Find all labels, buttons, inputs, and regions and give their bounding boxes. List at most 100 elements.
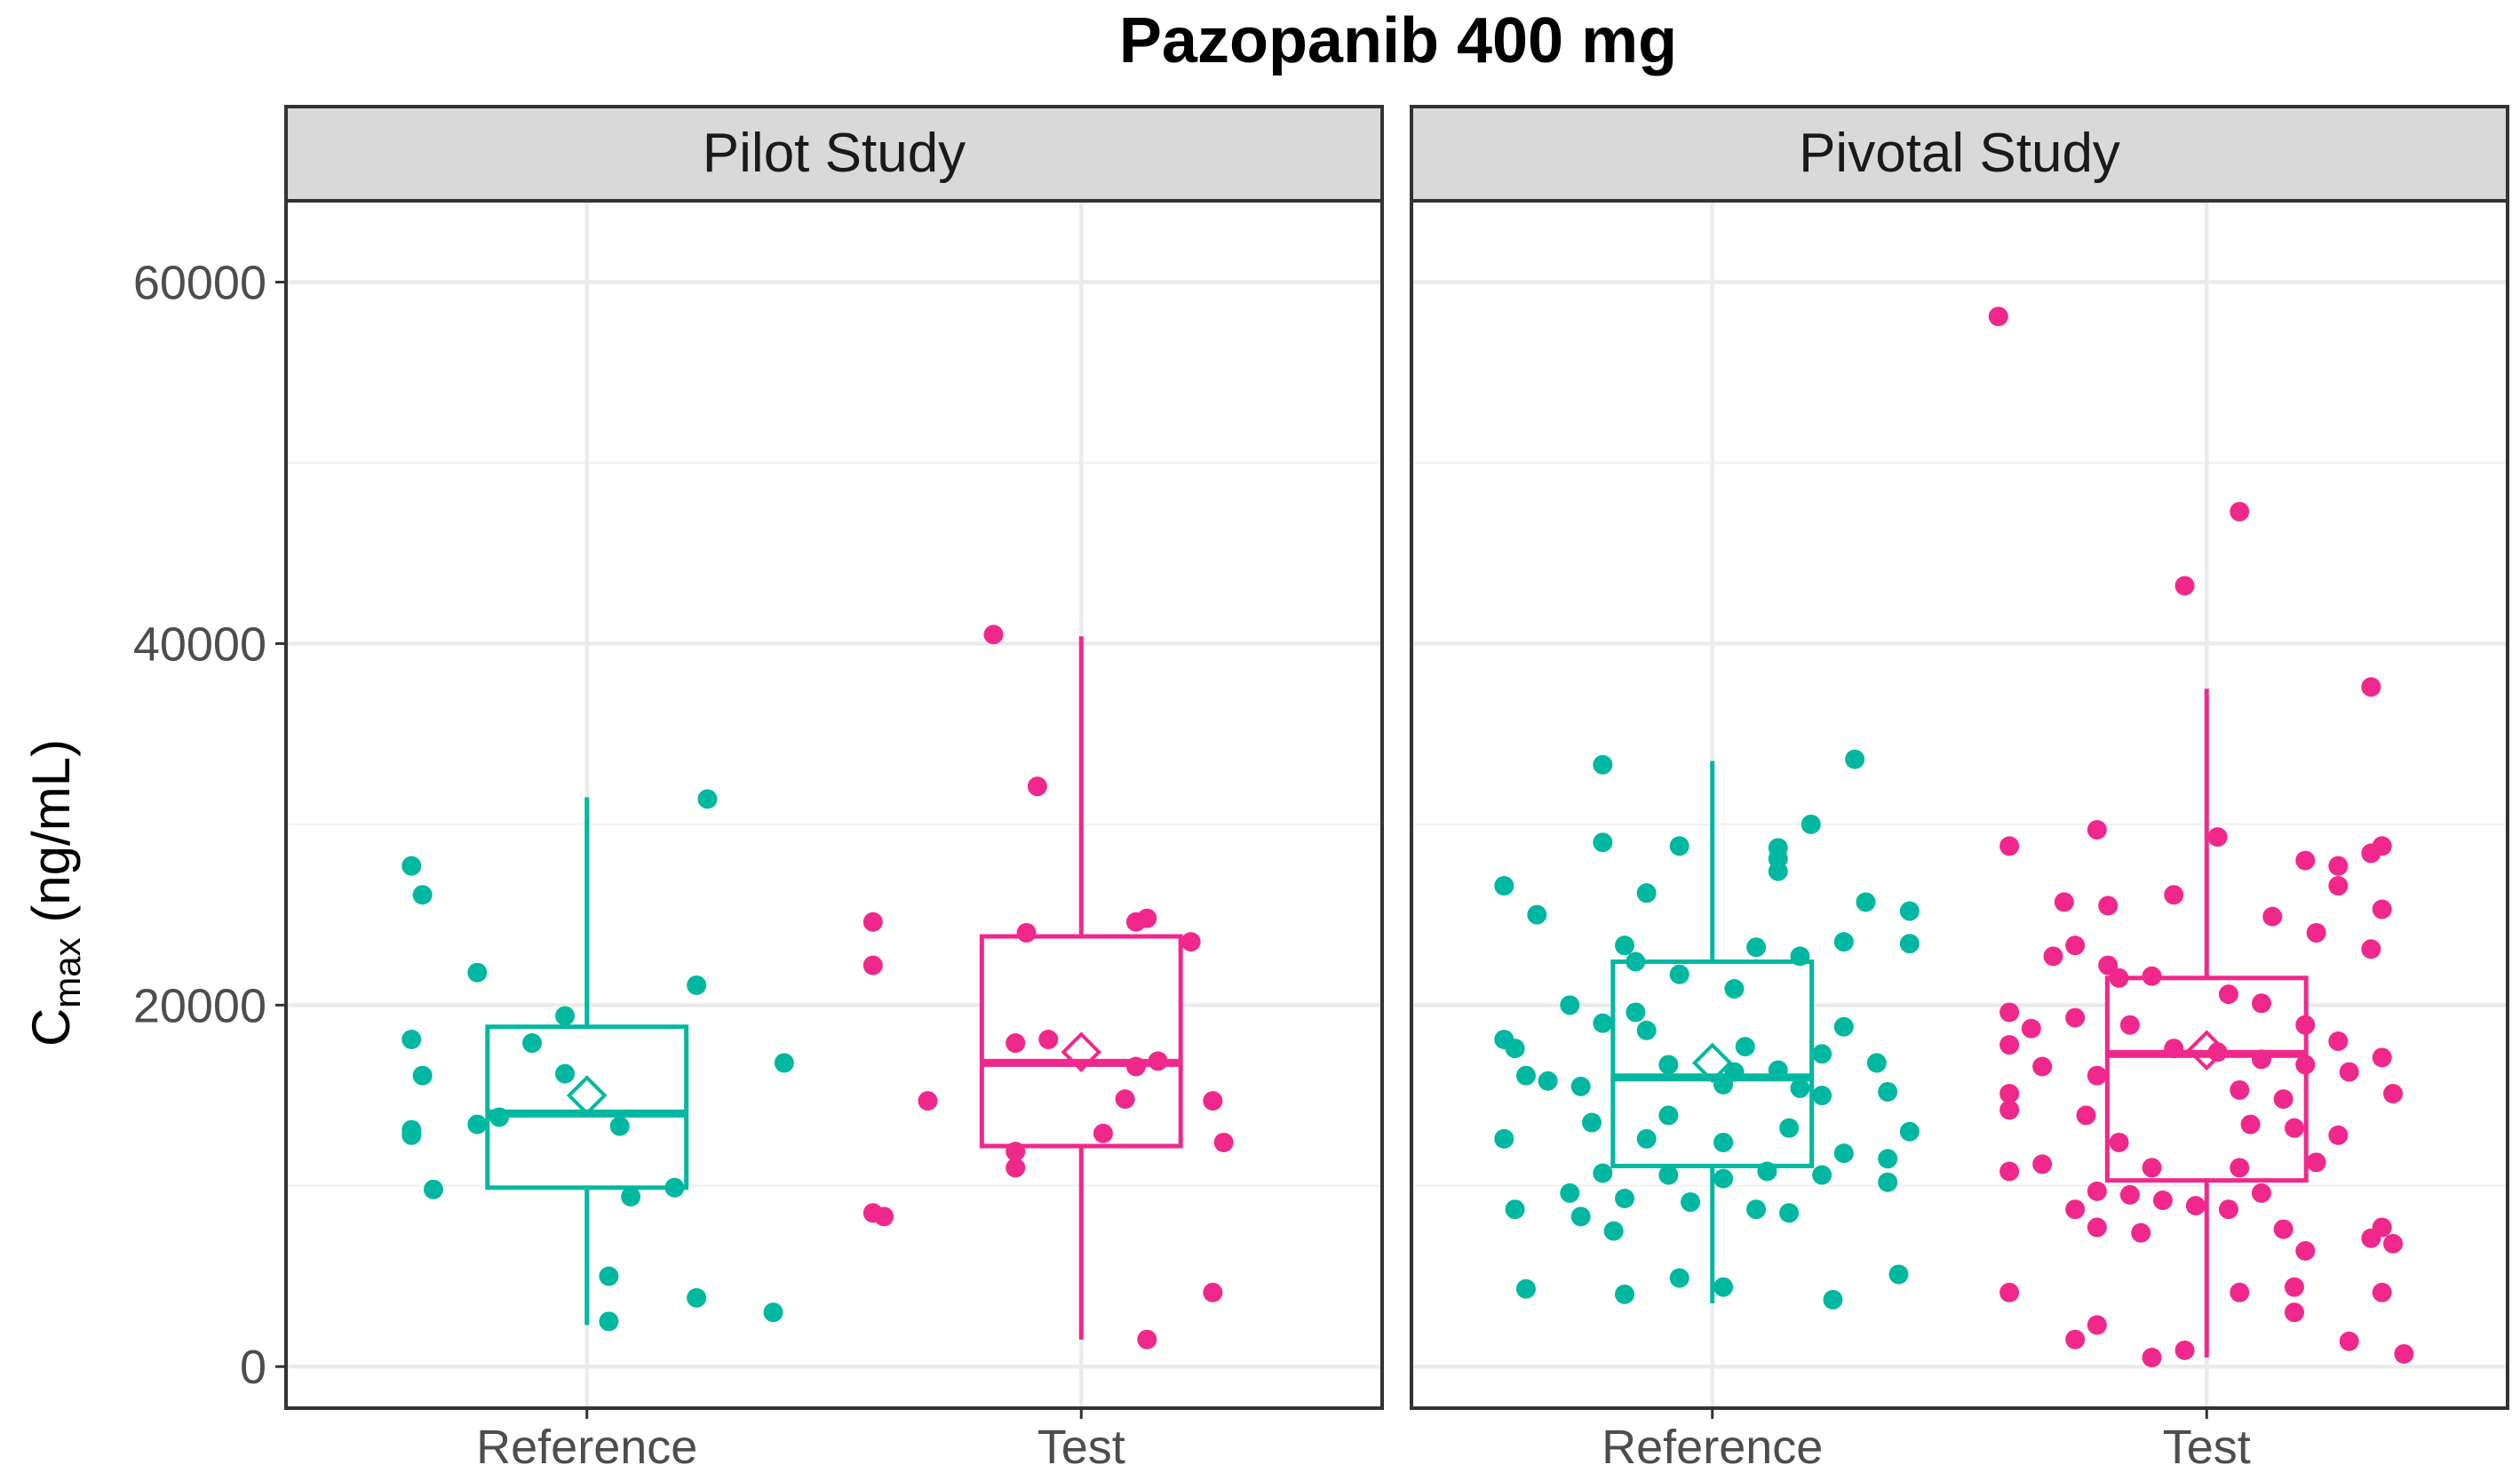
data-point xyxy=(1213,1132,1234,1152)
data-point xyxy=(1515,1065,1536,1086)
data-point xyxy=(2054,892,2074,912)
chart-title: Pazopanib 400 mg xyxy=(1119,5,1677,76)
data-point xyxy=(1593,1013,1613,1033)
data-point xyxy=(2119,1184,2140,1205)
data-point xyxy=(412,885,433,905)
data-point xyxy=(1593,832,1613,853)
data-point xyxy=(1505,1199,1525,1220)
y-axis-title-rest: (ng/mL) xyxy=(21,739,81,937)
data-point xyxy=(2251,1049,2271,1070)
panel-background xyxy=(1411,201,2508,1408)
data-point xyxy=(1724,979,1745,999)
data-point xyxy=(2361,939,2381,959)
data-point xyxy=(1779,1203,1800,1223)
data-point xyxy=(1724,1062,1745,1082)
data-point xyxy=(2087,819,2107,840)
data-point xyxy=(774,1053,794,1073)
data-point xyxy=(1988,307,2008,327)
panel-1: Pivotal Study Reference Test xyxy=(1410,105,2509,1474)
data-point xyxy=(2109,967,2129,988)
data-point xyxy=(1560,995,1580,1015)
data-point xyxy=(1027,776,1047,797)
data-point xyxy=(621,1186,641,1206)
data-point xyxy=(2230,1282,2250,1302)
y-tick-label: 40000 xyxy=(133,617,266,671)
data-point xyxy=(1833,932,1854,952)
data-point xyxy=(2295,1241,2316,1262)
data-point xyxy=(1746,1199,1767,1220)
data-point xyxy=(2284,1118,2304,1138)
data-point xyxy=(2043,946,2063,967)
panels: Pilot Study Reference Test Pivotal Study Ref… xyxy=(284,105,2509,1474)
data-point xyxy=(1999,1100,2020,1120)
data-point xyxy=(401,1125,422,1145)
data-point xyxy=(2087,1217,2107,1238)
box xyxy=(2104,975,2309,1183)
data-point xyxy=(1669,1268,1689,1288)
data-point xyxy=(1538,1071,1558,1091)
data-point xyxy=(2087,1065,2107,1086)
x-tick-label: Reference xyxy=(476,1421,697,1474)
data-point xyxy=(1735,1037,1755,1057)
data-point xyxy=(2032,1154,2053,1174)
data-point xyxy=(1626,952,1646,972)
data-point xyxy=(2328,876,2349,896)
facet-strip xyxy=(1410,105,2509,203)
data-point xyxy=(1669,964,1689,984)
x-tick-label: Test xyxy=(2163,1421,2251,1474)
data-point xyxy=(2065,936,2086,956)
data-point xyxy=(1833,1143,1854,1164)
y-tick-label: 0 xyxy=(240,1341,266,1394)
data-point xyxy=(1713,1277,1734,1297)
data-point xyxy=(1768,861,1788,881)
data-point xyxy=(2230,501,2250,522)
data-point xyxy=(2328,1125,2349,1145)
data-point xyxy=(2361,677,2381,697)
data-point xyxy=(1125,912,1146,932)
data-point xyxy=(697,789,718,809)
data-point xyxy=(983,625,1004,645)
panel-0: Pilot Study Reference Test xyxy=(284,105,1384,1474)
data-point xyxy=(2230,1158,2250,1178)
data-point xyxy=(687,975,707,995)
data-point xyxy=(1845,749,1865,769)
box-group-reference xyxy=(1494,749,1920,1310)
data-point xyxy=(1878,1172,1898,1192)
data-point xyxy=(1713,1074,1734,1095)
data-point xyxy=(1866,1053,1887,1073)
data-point xyxy=(1615,936,1635,956)
data-point xyxy=(874,1206,894,1227)
data-point xyxy=(2361,1228,2381,1248)
facet-strip-label: Pivotal Study xyxy=(1799,123,2120,184)
data-point xyxy=(2361,843,2381,864)
data-point xyxy=(1527,904,1547,925)
y-axis-title-subscript: max xyxy=(46,937,88,1007)
data-point xyxy=(1636,1128,1657,1149)
data-point xyxy=(1148,1051,1168,1071)
data-point xyxy=(1125,1056,1146,1077)
data-point xyxy=(1757,1161,1777,1182)
data-point xyxy=(1006,1142,1026,1162)
data-point xyxy=(2087,1315,2107,1335)
data-point xyxy=(1999,836,2020,856)
y-tick-label: 20000 xyxy=(133,979,266,1032)
data-point xyxy=(2230,1079,2250,1100)
data-point xyxy=(918,1091,938,1111)
data-point xyxy=(1593,754,1613,775)
data-point xyxy=(2098,955,2119,975)
data-point xyxy=(1115,1089,1135,1110)
data-point xyxy=(2295,1015,2316,1035)
data-point xyxy=(1626,1002,1646,1023)
data-point xyxy=(1636,1020,1657,1040)
data-point xyxy=(2098,896,2119,916)
data-point xyxy=(1888,1264,1909,1285)
data-point xyxy=(2174,576,2195,596)
data-point xyxy=(1999,1002,2020,1023)
data-point xyxy=(2174,1340,2195,1360)
data-point xyxy=(1658,1165,1679,1185)
data-point xyxy=(1833,1016,1854,1037)
data-point xyxy=(2142,1348,2162,1368)
data-point xyxy=(1801,814,1821,834)
data-point xyxy=(2284,1302,2304,1323)
